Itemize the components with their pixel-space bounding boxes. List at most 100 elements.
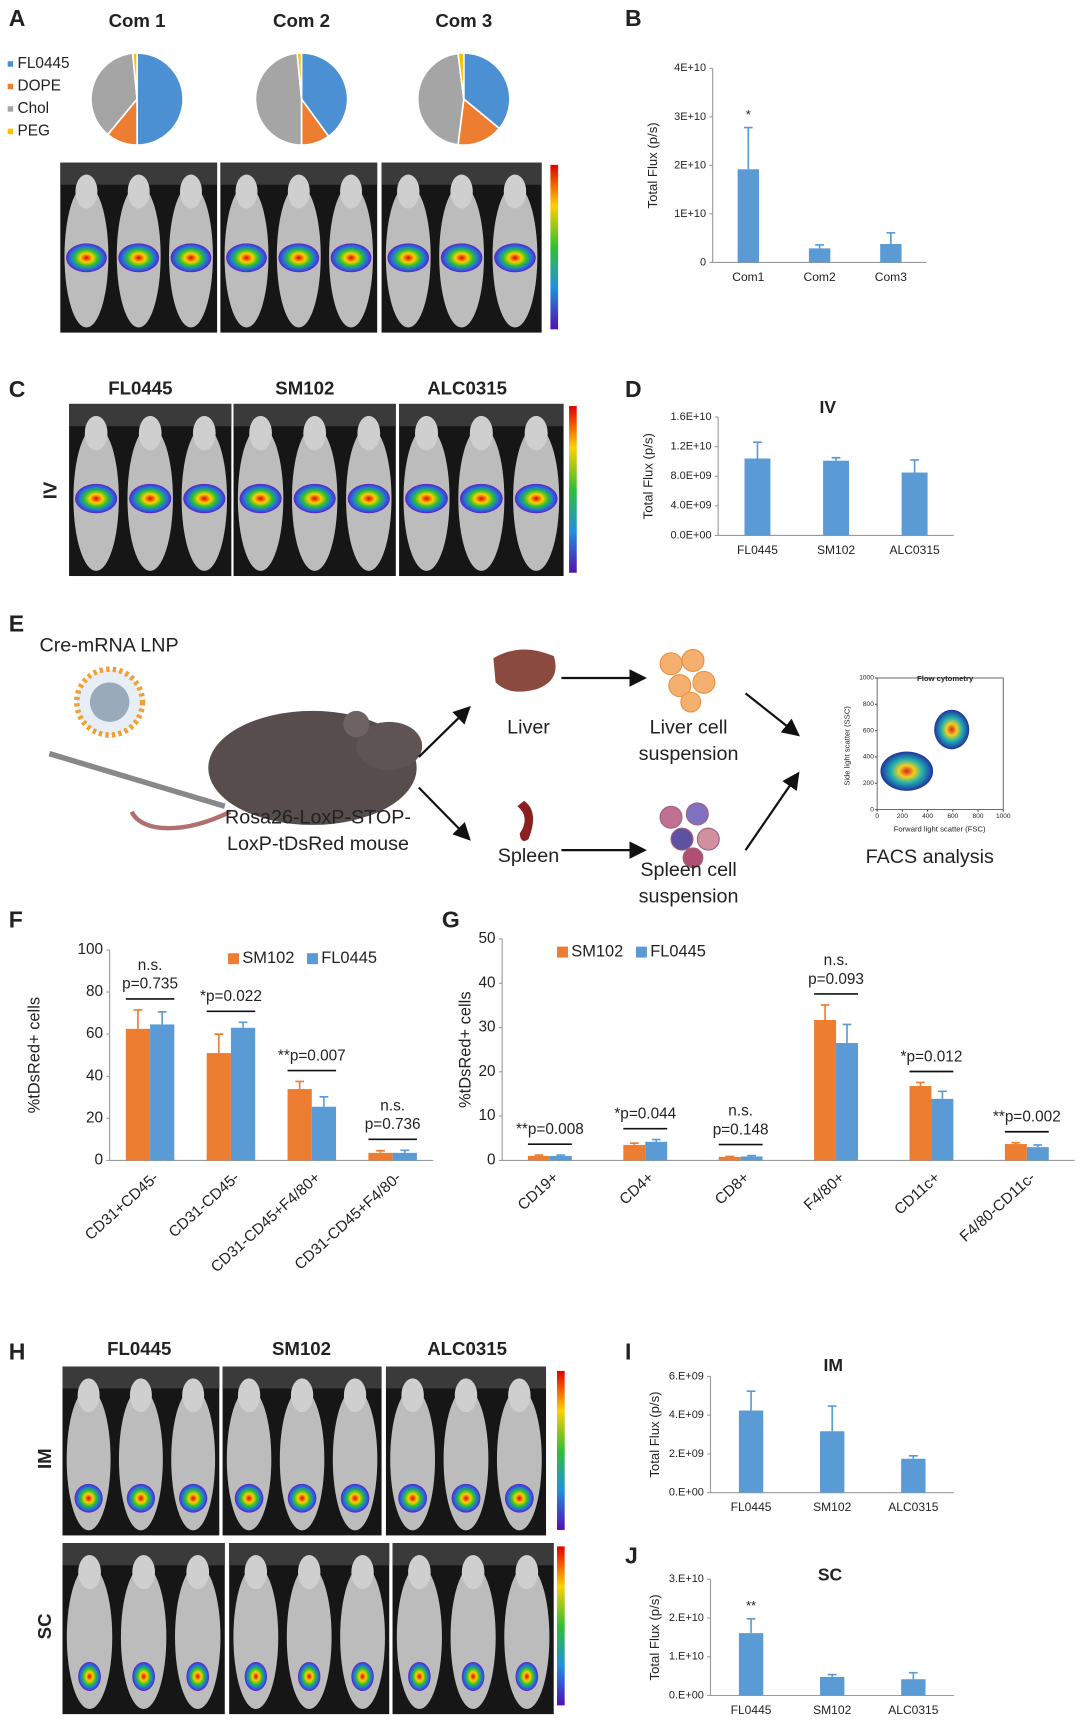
y-tick-label: 10: [479, 1107, 496, 1124]
diagram-label: Cre-mRNA LNP: [39, 634, 178, 656]
y-tick-label: 1E+10: [674, 208, 706, 220]
y-tick-label: 8.0E+09: [670, 470, 711, 482]
signal: [297, 1661, 321, 1692]
x-tick-label: F4/80+: [801, 1169, 848, 1214]
photo-top: [229, 1543, 390, 1566]
error-bar: [908, 1455, 918, 1459]
x-tick-label: F4/80-CD11c-: [957, 1169, 1039, 1245]
mouse-head: [515, 1555, 539, 1590]
y-tick-label: 40: [86, 1067, 103, 1084]
mouse-head: [351, 1555, 374, 1590]
y-tick-label: 0.E+00: [669, 1487, 704, 1499]
flow-tick-label: 400: [863, 754, 874, 761]
mouse-head: [138, 415, 162, 451]
signal: [179, 1483, 208, 1513]
panel-label: E: [9, 610, 24, 636]
signal: [244, 1661, 268, 1692]
flow-tick-label: 1000: [996, 813, 1011, 820]
signal: [461, 1661, 485, 1692]
color-bar: [556, 1546, 565, 1706]
y-tick-label: 4E+10: [674, 62, 706, 74]
mouse-head: [179, 174, 202, 209]
error-bar: [747, 1154, 757, 1157]
y-tick-label: 3E+10: [674, 111, 706, 123]
panel-label: J: [625, 1542, 638, 1568]
signal: [239, 483, 282, 514]
mouse: [450, 1565, 496, 1710]
arrow: [418, 786, 471, 841]
x-tick-label: CD8+: [712, 1169, 753, 1208]
y-tick-label: 0: [487, 1151, 496, 1168]
spleen-cells: [659, 802, 720, 869]
annotation: **: [746, 1598, 756, 1613]
bar: [206, 1053, 231, 1161]
x-tick-label: FL0445: [731, 1500, 772, 1514]
annotation: n.s.: [728, 1103, 753, 1120]
signal: [514, 483, 558, 514]
liver-icon: [493, 649, 556, 692]
x-tick-label: ALC0315: [889, 543, 940, 557]
pie-slice: [90, 52, 138, 136]
bar: [718, 1156, 741, 1161]
y-tick-label: 2.E+09: [669, 1448, 704, 1460]
flow-tick-label: 1000: [859, 675, 874, 682]
error-bar: [842, 1023, 852, 1044]
cell: [659, 652, 683, 676]
x-tick-label: CD31-CD45-: [166, 1169, 243, 1241]
flow-xlabel: Forward light scatter (FSC): [894, 824, 986, 833]
lnp-core: [89, 682, 130, 722]
pie-title: Com 2: [273, 10, 330, 31]
legend-label: PEG: [18, 122, 50, 139]
pie-slice: [131, 52, 138, 100]
cell: [681, 648, 705, 672]
syringe: [48, 751, 226, 809]
y-tick-label: 30: [479, 1019, 496, 1036]
error-bar: [827, 1405, 837, 1432]
mouse-head: [77, 1378, 100, 1413]
pie-title: Com 3: [435, 10, 492, 31]
mouse-head: [182, 1378, 205, 1413]
bar: [311, 1106, 337, 1161]
annotation: n.s.: [824, 952, 849, 969]
mouse-head: [237, 1378, 261, 1413]
signal: [170, 243, 212, 273]
mouse-head: [401, 1378, 424, 1413]
error-bar: [908, 1671, 918, 1680]
signal: [398, 1483, 428, 1513]
signal: [78, 1661, 101, 1692]
pie-title: Com 1: [109, 10, 166, 31]
error-bar: [295, 1080, 305, 1090]
row-label: IV: [39, 481, 60, 499]
legend-marker: [556, 946, 568, 958]
y-axis-label: %tDsRed+ cells: [456, 991, 474, 1107]
pie-slice: [457, 97, 501, 146]
error-bar: [746, 1390, 756, 1411]
legend-label: FL0445: [321, 949, 377, 967]
x-tick-label: Com2: [804, 270, 836, 284]
panel-label: B: [625, 5, 642, 31]
panel-label: G: [442, 906, 460, 932]
column-label: ALC0315: [427, 378, 507, 399]
photo-top: [62, 1543, 225, 1566]
mouse-head: [192, 415, 216, 451]
mouse-head: [508, 1378, 531, 1413]
pie-slice: [136, 52, 184, 146]
legend-label: DOPE: [18, 78, 61, 95]
panel-label: H: [9, 1338, 26, 1364]
arrow: [744, 692, 800, 737]
flow-frame: [876, 677, 1004, 811]
signal: [129, 483, 172, 514]
mouse: [66, 1565, 113, 1710]
bar: [623, 1144, 646, 1161]
flow-population: [880, 751, 934, 791]
error-bar: [1011, 1141, 1021, 1145]
error-bar: [886, 232, 896, 244]
panel-label: F: [9, 906, 23, 932]
signal: [183, 483, 226, 514]
annotation: n.s.: [380, 1098, 405, 1115]
photo-top: [62, 1366, 220, 1389]
mouse: [120, 1565, 167, 1710]
photo-top: [392, 1543, 554, 1566]
chart-title: IM: [824, 1355, 843, 1375]
legend-marker: [7, 61, 14, 67]
